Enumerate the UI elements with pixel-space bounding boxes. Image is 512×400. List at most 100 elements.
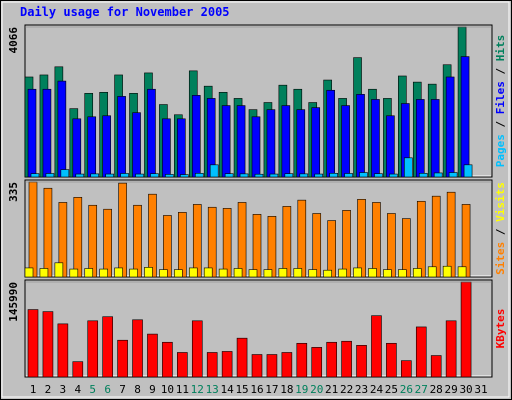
bar [114, 267, 123, 278]
bar [239, 173, 249, 178]
bar [389, 173, 398, 178]
bar [132, 112, 141, 178]
bar [159, 269, 168, 278]
bar [180, 174, 189, 178]
bar [263, 269, 273, 278]
bar [102, 115, 111, 178]
bar [371, 99, 380, 178]
bar [267, 216, 277, 278]
bar [281, 105, 291, 178]
bar [233, 268, 243, 278]
bar [118, 182, 127, 278]
legend-entry: Visits [494, 182, 507, 222]
bar [308, 269, 318, 278]
bar [293, 268, 303, 278]
bar [251, 354, 263, 378]
x-tick-label: 17 [265, 383, 278, 396]
x-tick-label: 27 [415, 383, 428, 396]
x-tick-label: 22 [340, 383, 353, 396]
bar [338, 268, 347, 278]
bar [326, 341, 337, 378]
bar [45, 173, 55, 178]
x-tick-label: 15 [235, 383, 248, 396]
bar [132, 319, 143, 378]
legend: Sites / Visits [494, 182, 507, 275]
x-tick-label: 20 [310, 383, 323, 396]
bar [236, 337, 248, 378]
bar [163, 215, 172, 278]
legend-entry: KBytes [494, 309, 507, 349]
bar [224, 173, 234, 178]
x-tick-label: 19 [295, 383, 308, 396]
bar [147, 333, 158, 378]
bar [72, 361, 84, 378]
bar [372, 202, 381, 278]
x-tick-label: 28 [430, 383, 443, 396]
bar [266, 354, 278, 378]
bar [102, 316, 113, 378]
bar [386, 115, 395, 178]
bar [430, 355, 442, 378]
bar [147, 88, 156, 178]
bar [209, 164, 219, 178]
bar [269, 173, 279, 178]
x-tick-label: 9 [149, 383, 156, 396]
bar [28, 181, 38, 278]
bar [42, 311, 54, 378]
bar [162, 118, 171, 178]
bar [431, 195, 441, 278]
bar [87, 320, 99, 378]
bar [401, 360, 412, 378]
bar [314, 173, 324, 178]
bar [357, 198, 366, 278]
bar [73, 197, 83, 278]
bar [402, 218, 411, 278]
bar [368, 268, 377, 278]
bar [120, 173, 129, 178]
x-tick-label: 13 [206, 383, 219, 396]
bar [460, 281, 472, 378]
bar [87, 116, 97, 178]
bar [296, 342, 308, 378]
bar [174, 269, 183, 278]
bar [430, 99, 440, 178]
legend-entry: Sites [494, 242, 507, 275]
bar [54, 262, 64, 278]
bar [433, 172, 443, 178]
bar [329, 173, 338, 178]
bar [188, 267, 198, 278]
x-tick-label: 5 [89, 383, 96, 396]
x-tick-label: 10 [161, 383, 174, 396]
bar [218, 268, 228, 278]
bar [252, 214, 262, 278]
bar [27, 88, 37, 178]
bar [342, 210, 351, 278]
bar [341, 340, 352, 378]
bar [207, 206, 217, 278]
legend-entry: Hits [494, 35, 507, 62]
bar [206, 352, 218, 378]
bar [191, 95, 201, 178]
bar [105, 173, 114, 178]
bar [72, 118, 82, 178]
x-tick-label: 3 [60, 383, 67, 396]
bar [284, 173, 294, 178]
bar [221, 105, 231, 178]
legend-entry: Files [494, 81, 507, 114]
x-tick-label: 30 [459, 383, 472, 396]
bar [251, 116, 261, 178]
bar [418, 173, 428, 178]
bar [162, 341, 173, 378]
bar [57, 323, 69, 378]
bar [311, 107, 321, 178]
bar [278, 268, 288, 278]
bar [57, 80, 67, 178]
bar [412, 268, 422, 278]
bar [144, 267, 153, 278]
bar [415, 99, 425, 178]
x-tick-label: 6 [104, 383, 111, 396]
legend: Pages / Files / Hits [494, 35, 507, 168]
bar [312, 213, 322, 278]
bar [60, 169, 70, 178]
